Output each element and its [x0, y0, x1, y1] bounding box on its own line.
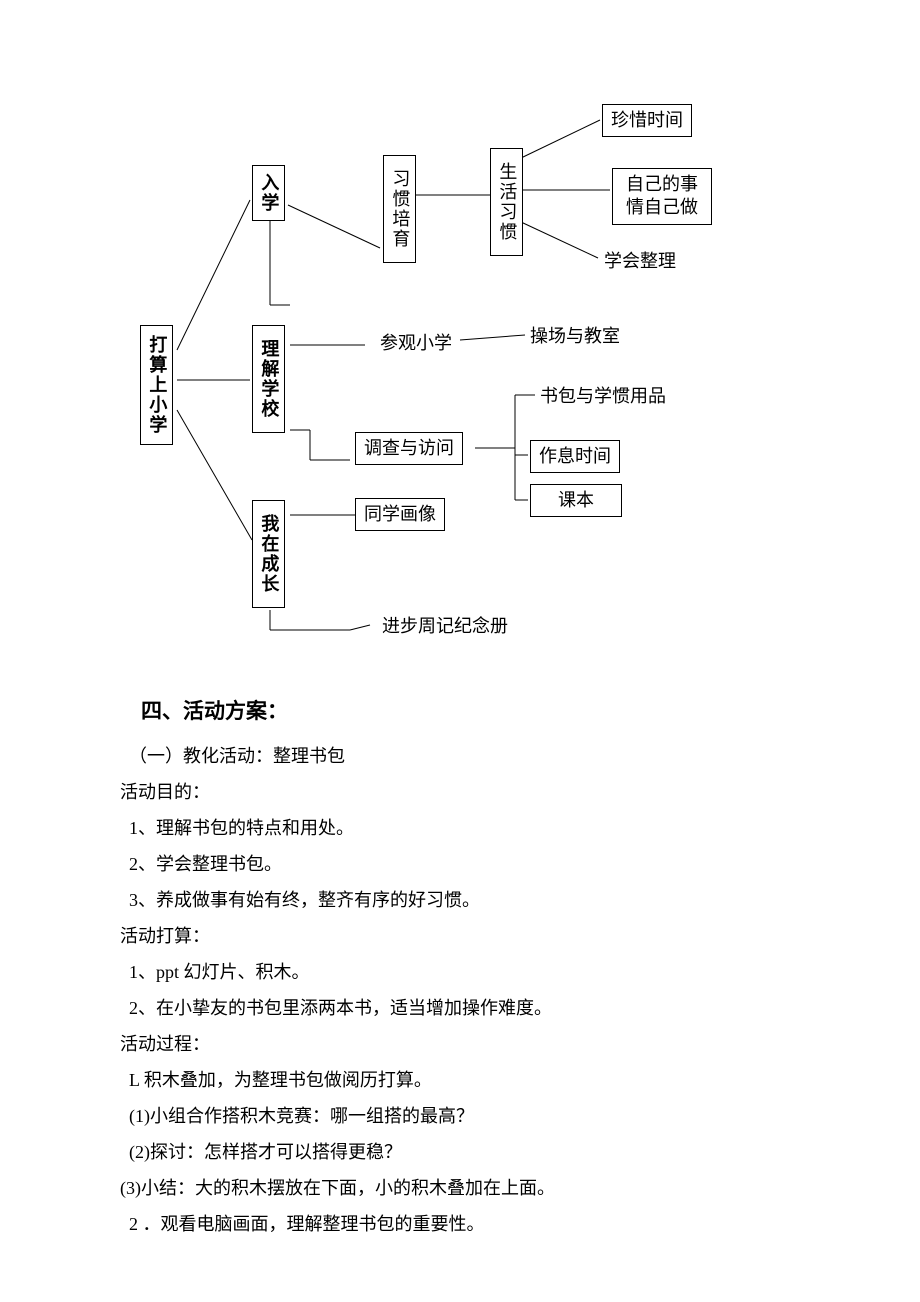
label-memoir: 进步周记纪念册	[375, 615, 515, 638]
label-playground: 操场与教室	[530, 325, 620, 348]
node-habit-cultivation: 习惯培育	[383, 155, 416, 263]
line-prep-2: 2、在小挚友的书包里添两本书，适当增加操作难度。	[120, 990, 800, 1026]
diagram-area: 打算上小学 入学 理解学校 我在成长 习惯培育 生活习惯 参观小学 调查与访问 …	[0, 0, 920, 670]
node-textbook: 课本	[530, 484, 622, 517]
node-life-habit: 生活习惯	[490, 148, 523, 256]
section-heading: 四、活动方案：	[120, 690, 800, 732]
node-schedule: 作息时间	[530, 440, 620, 473]
line-process-L: L 积木叠加，为整理书包做阅历打算。	[120, 1062, 800, 1098]
line-purpose-3: 3、养成做事有始有终，整齐有序的好习惯。	[120, 882, 800, 918]
line-activity-title: （一）教化活动：整理书包	[120, 738, 800, 774]
label-schoolbag: 书包与学惯用品	[540, 385, 666, 408]
node-cherish-time: 珍惜时间	[602, 104, 692, 137]
page: 打算上小学 入学 理解学校 我在成长 习惯培育 生活习惯 参观小学 调查与访问 …	[0, 0, 920, 1302]
line-purpose-1: 1、理解书包的特点和用处。	[120, 810, 800, 846]
line-process-label: 活动过程：	[120, 1026, 800, 1062]
line-process-2: (2)探讨：怎样搭才可以搭得更稳？	[120, 1134, 800, 1170]
line-purpose-2: 2、学会整理书包。	[120, 846, 800, 882]
diagram-connectors	[0, 0, 920, 670]
text-content: 四、活动方案： （一）教化活动：整理书包 活动目的： 1、理解书包的特点和用处。…	[0, 690, 920, 1302]
node-root: 打算上小学	[140, 325, 173, 445]
label-learn-tidy: 学会整理	[604, 250, 676, 273]
node-portrait: 同学画像	[355, 498, 445, 531]
line-prep-label: 活动打算：	[120, 918, 800, 954]
line-prep-1: 1、ppt 幻灯片、积木。	[120, 954, 800, 990]
line-process-3: (3)小结：大的积木摆放在下面，小的积木叠加在上面。	[120, 1170, 800, 1206]
node-survey: 调查与访问	[355, 432, 463, 465]
label-visit-school: 参观小学	[380, 332, 452, 355]
node-branch-understand-school: 理解学校	[252, 325, 285, 433]
node-branch-growing: 我在成长	[252, 500, 285, 608]
line-process-1: (1)小组合作搭积木竞赛：哪一组搭的最高？	[120, 1098, 800, 1134]
node-own-things: 自己的事情自己做	[612, 168, 712, 225]
line-purpose-label: 活动目的：	[120, 774, 800, 810]
line-process-4: 2 ．观看电脑画面，理解整理书包的重要性。	[120, 1206, 800, 1242]
node-branch-enrollment: 入学	[252, 165, 285, 221]
